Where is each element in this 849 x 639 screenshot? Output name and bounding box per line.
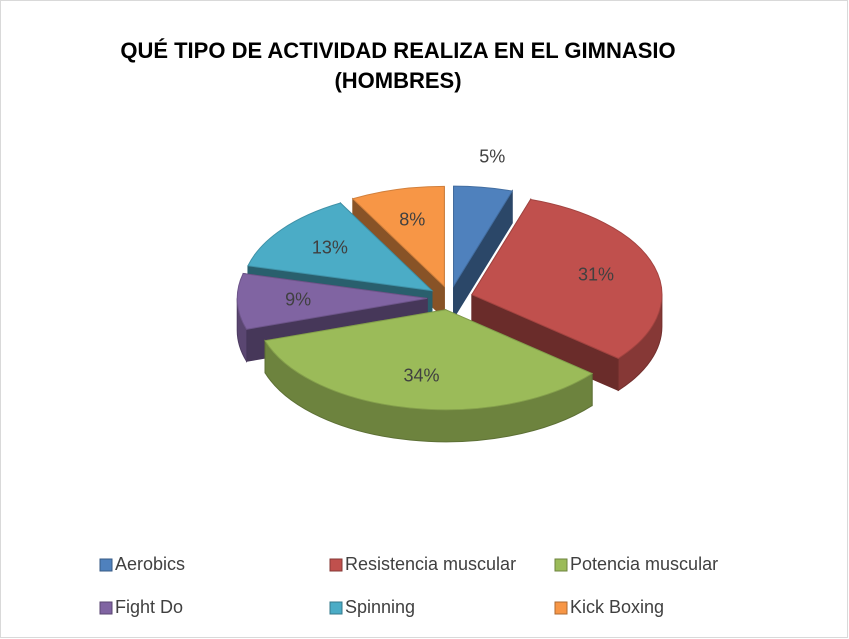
- pie-slice: [247, 202, 434, 292]
- legend-label: Kick Boxing: [570, 597, 664, 617]
- legend-marker: [554, 601, 568, 615]
- data-label: 13%: [312, 238, 348, 258]
- slice-group: [471, 197, 663, 392]
- data-label: 34%: [404, 365, 440, 385]
- pie-slice: [236, 272, 428, 330]
- data-label: 9%: [285, 289, 311, 309]
- legend-marker: [99, 601, 113, 615]
- pie-slice: [471, 198, 663, 359]
- data-label: 8%: [399, 209, 425, 229]
- slice-group: [264, 309, 594, 443]
- data-label: 31%: [578, 264, 614, 284]
- slice-group: [453, 185, 514, 320]
- legend-marker: [329, 558, 343, 572]
- pie-slice: [264, 309, 594, 411]
- pie-slice: [351, 185, 445, 288]
- legend-label: Spinning: [345, 597, 415, 617]
- pie-slice: [453, 185, 514, 288]
- legend-marker: [329, 601, 343, 615]
- legend-label: Resistencia muscular: [345, 554, 516, 574]
- legend-marker: [99, 558, 113, 572]
- legend-label: Aerobics: [115, 554, 185, 574]
- data-label: 5%: [479, 146, 505, 166]
- legend-label: Potencia muscular: [570, 554, 718, 574]
- legend-label: Fight Do: [115, 597, 183, 617]
- chart-title: QUÉ TIPO DE ACTIVIDAD REALIZA EN EL GIMN…: [120, 38, 676, 93]
- legend-marker: [554, 558, 568, 572]
